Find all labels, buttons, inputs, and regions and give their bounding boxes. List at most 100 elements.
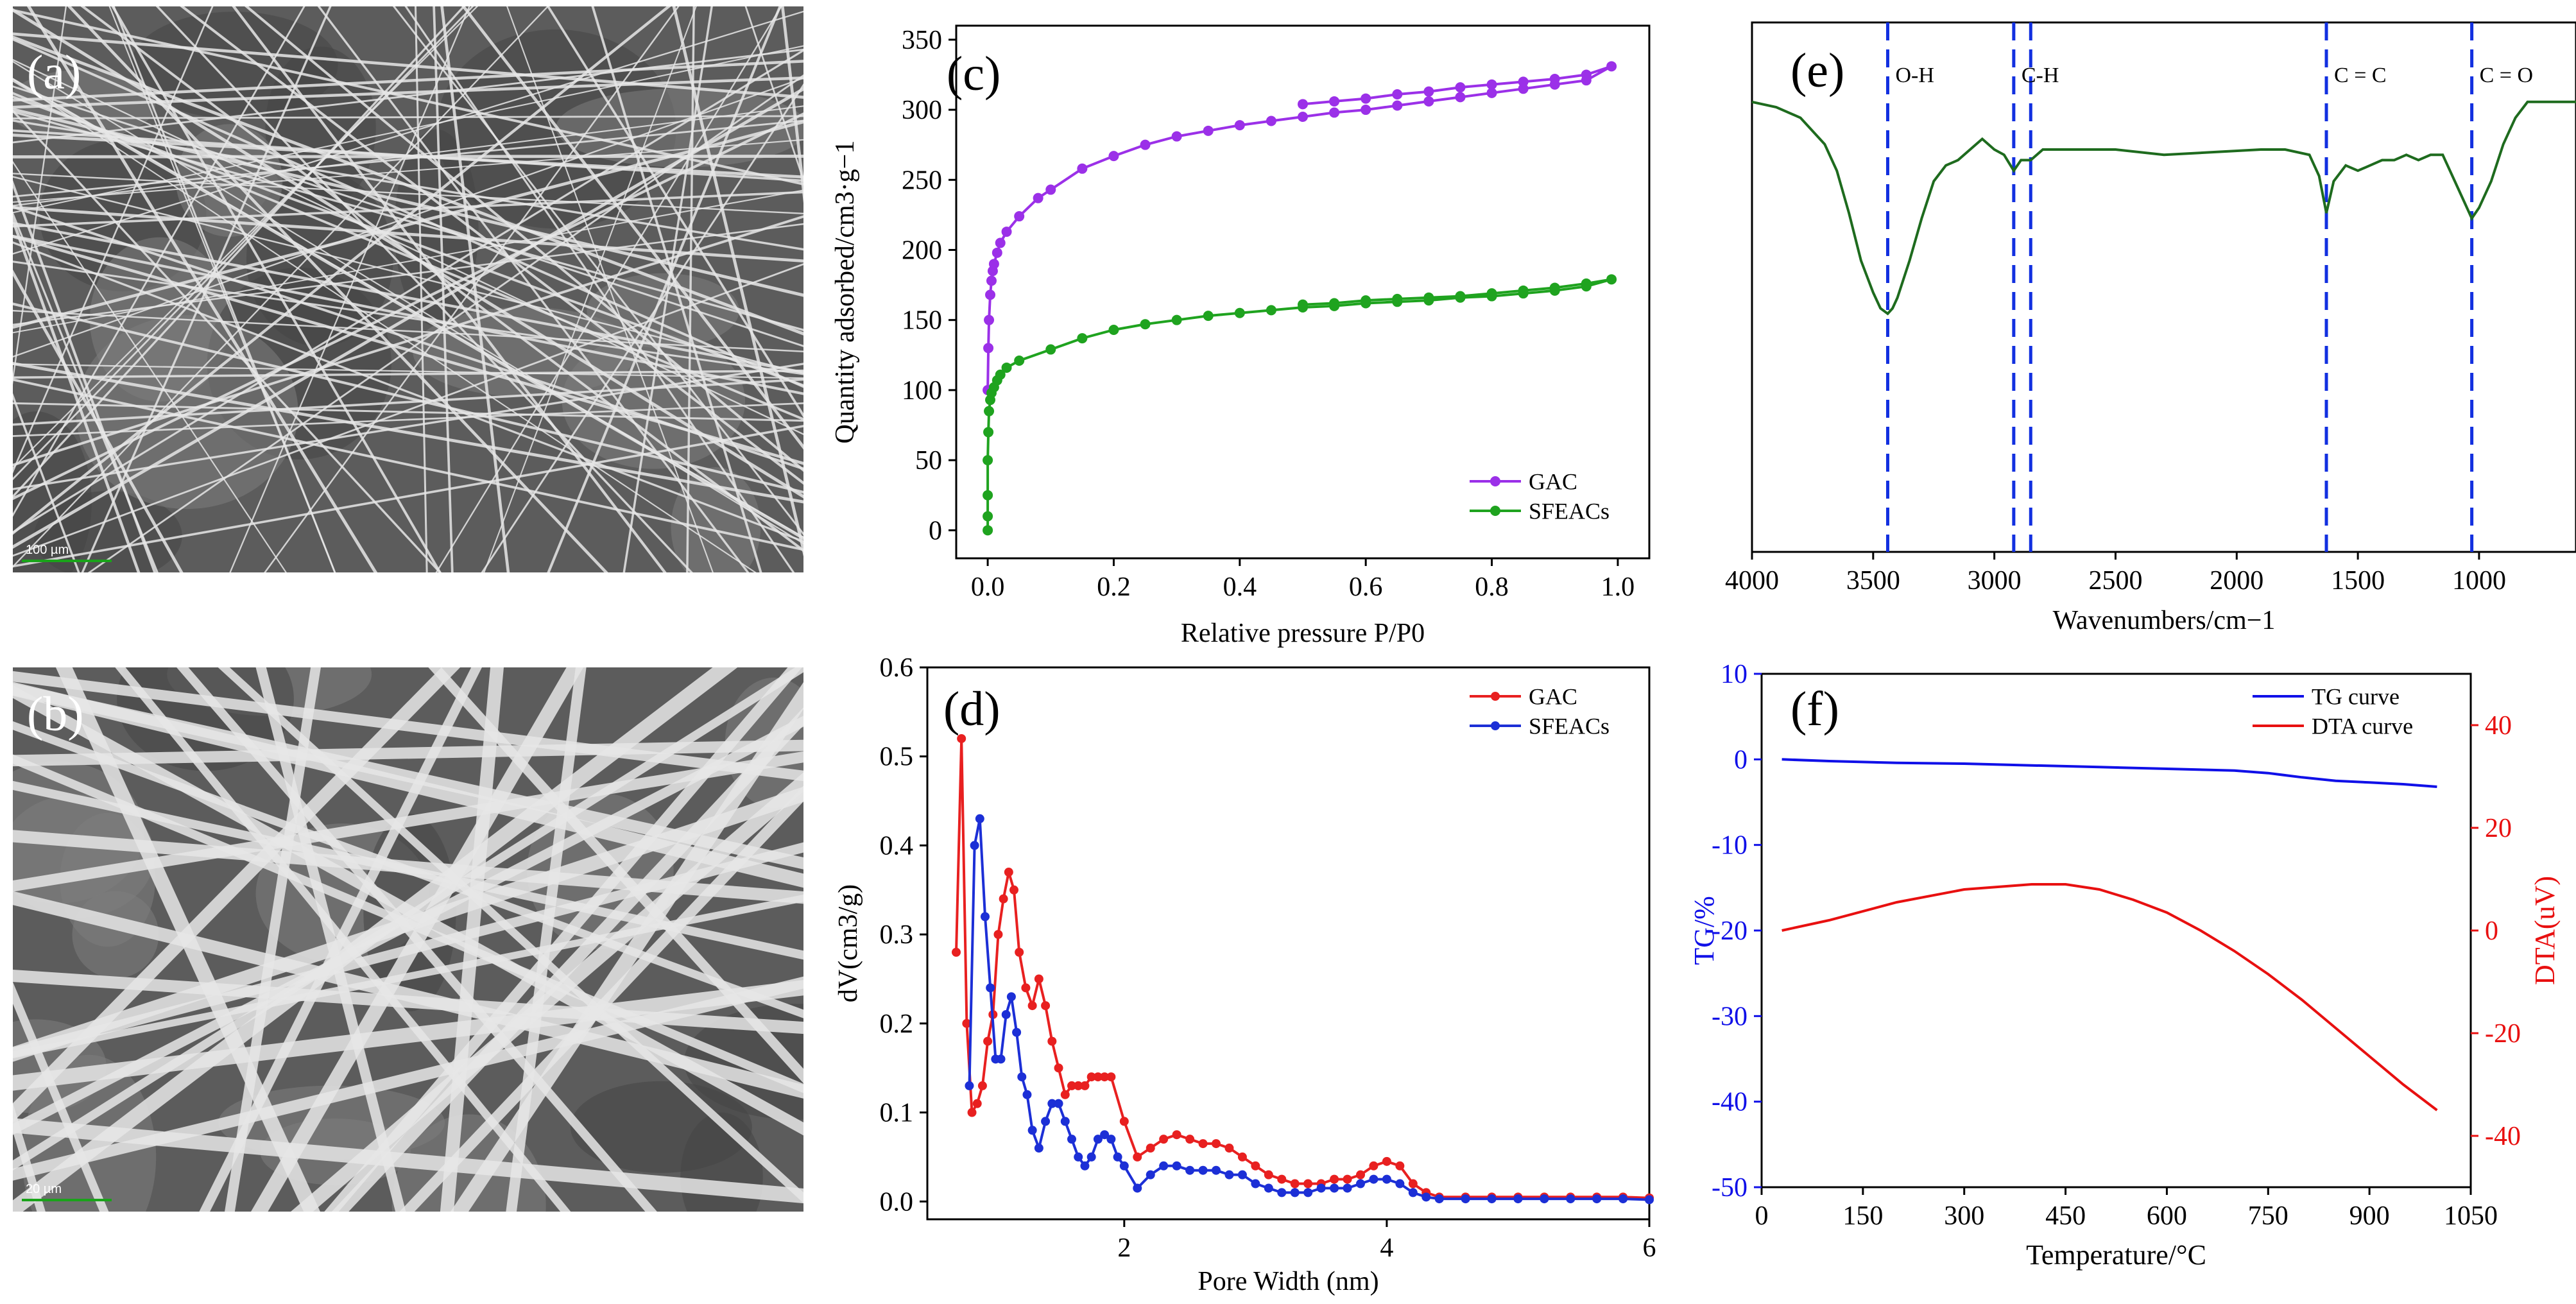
sem-fiber: [13, 362, 803, 504]
x-tick-label: 750: [2248, 1201, 2288, 1231]
sem-fiber: [264, 6, 680, 572]
data-point: [983, 343, 994, 354]
x-tick-label: 0.4: [1223, 572, 1257, 602]
data-point: [1619, 1194, 1628, 1204]
x-tick-label: 450: [2045, 1201, 2086, 1231]
sem-fiber: [13, 215, 141, 572]
data-point: [1146, 1170, 1155, 1180]
sem-fiber: [546, 6, 803, 418]
sem-fiber: [13, 751, 803, 892]
data-point: [952, 947, 961, 957]
data-point: [1581, 278, 1592, 289]
y-axis-label: TG/%: [1688, 896, 1720, 965]
data-point: [1251, 1161, 1260, 1171]
data-point: [986, 275, 997, 286]
sem-fiber: [13, 667, 738, 1212]
sem-fiber: [13, 60, 803, 545]
sem-fiber: [13, 109, 442, 572]
sem-fiber: [13, 110, 803, 331]
y-tick-label: 300: [902, 96, 942, 125]
sem-fiber: [180, 6, 803, 485]
sem-fiber: [13, 6, 305, 517]
scale-text-b: 20 µm: [26, 1182, 62, 1196]
sem-fiber: [13, 120, 803, 329]
sem-image-b: (b) 20 µm: [13, 667, 803, 1212]
data-point: [1237, 1152, 1247, 1162]
data-point: [1645, 1195, 1654, 1205]
data-point: [1077, 163, 1088, 174]
x-tick-label: 300: [1944, 1201, 1984, 1231]
sem-fiber: [13, 45, 803, 214]
series-line-tg-curve: [1782, 758, 2437, 788]
data-point: [1203, 125, 1214, 136]
x-tick-label: 0.8: [1475, 572, 1509, 602]
data-point: [1080, 1081, 1090, 1090]
x-tick-label: 3000: [1968, 566, 2022, 596]
data-point: [1041, 1001, 1051, 1011]
data-point: [1329, 107, 1340, 118]
data-point: [1212, 1139, 1221, 1149]
data-point: [1086, 1072, 1096, 1082]
y-tick-label: 0.3: [880, 920, 914, 950]
sem-fiber: [13, 309, 803, 353]
sem-fiber: [13, 263, 803, 557]
data-point: [985, 289, 996, 300]
x-axis-label: Pore Width (nm): [1198, 1267, 1378, 1296]
data-point: [988, 259, 999, 270]
data-point: [999, 894, 1008, 904]
sem-fiber: [744, 6, 803, 183]
sem-fiber: [672, 6, 803, 557]
data-point: [1027, 1001, 1037, 1011]
data-point: [962, 1018, 972, 1028]
sem-fiber: [591, 6, 762, 572]
y-tick-label: 200: [902, 236, 942, 265]
legend-label: SFEACs: [1529, 499, 1610, 524]
x-tick-label: 2: [1117, 1233, 1131, 1263]
data-point: [1234, 120, 1245, 131]
sem-particle: [13, 794, 155, 918]
chart-e-ftir: 4000 3500 3000 2500 2000 1500 1000 Wavenumbers/…: [1725, 21, 2576, 635]
data-point: [1113, 1152, 1122, 1162]
y-tick-label: 150: [902, 306, 942, 336]
y-axis-label: dV(cm3/g): [834, 884, 863, 1002]
series-line-sfeacs: [986, 278, 1612, 531]
sem-fiber: [461, 6, 803, 450]
data-point: [1303, 1179, 1313, 1188]
y-tick-label: 0: [929, 516, 942, 545]
sem-fiber: [440, 6, 510, 572]
sem-fiber: [13, 191, 803, 228]
data-point: [1012, 1027, 1022, 1037]
data-point: [1045, 344, 1056, 355]
sem-fiber: [13, 76, 803, 109]
data-point: [1540, 1194, 1549, 1204]
y-tick-label: -10: [1712, 831, 1747, 861]
data-point: [1298, 111, 1308, 122]
sem-fiber: [13, 363, 803, 490]
x-tick-label: 600: [2147, 1201, 2187, 1231]
y-right-tick-label: 0: [2485, 916, 2498, 946]
series-line-gac: [955, 738, 1650, 1199]
y-tick-label: 0.4: [880, 831, 914, 861]
data-point: [1486, 288, 1497, 299]
sem-fiber: [13, 425, 803, 568]
data-point: [1423, 292, 1434, 303]
data-point: [1395, 1179, 1405, 1188]
data-point: [995, 369, 1006, 380]
x-tick-label: 0: [1755, 1201, 1769, 1231]
data-point: [983, 427, 994, 438]
data-point: [983, 525, 993, 536]
sem-fiber: [13, 980, 803, 1091]
data-point: [1361, 105, 1371, 116]
sem-fiber: [251, 667, 584, 1212]
data-point: [1486, 79, 1497, 90]
x-axis-label: Wavenumbers/cm−1: [2053, 606, 2276, 635]
data-point: [1140, 319, 1151, 330]
sem-fiber: [13, 378, 803, 426]
scale-text-a: 100 µm: [26, 543, 69, 557]
data-point: [983, 455, 993, 466]
data-point: [1106, 1072, 1116, 1082]
data-point: [975, 814, 984, 823]
data-point: [1361, 93, 1371, 104]
legend-label: TG curve: [2312, 684, 2400, 710]
y-right-axis-label: DTA(uV): [2529, 876, 2561, 985]
